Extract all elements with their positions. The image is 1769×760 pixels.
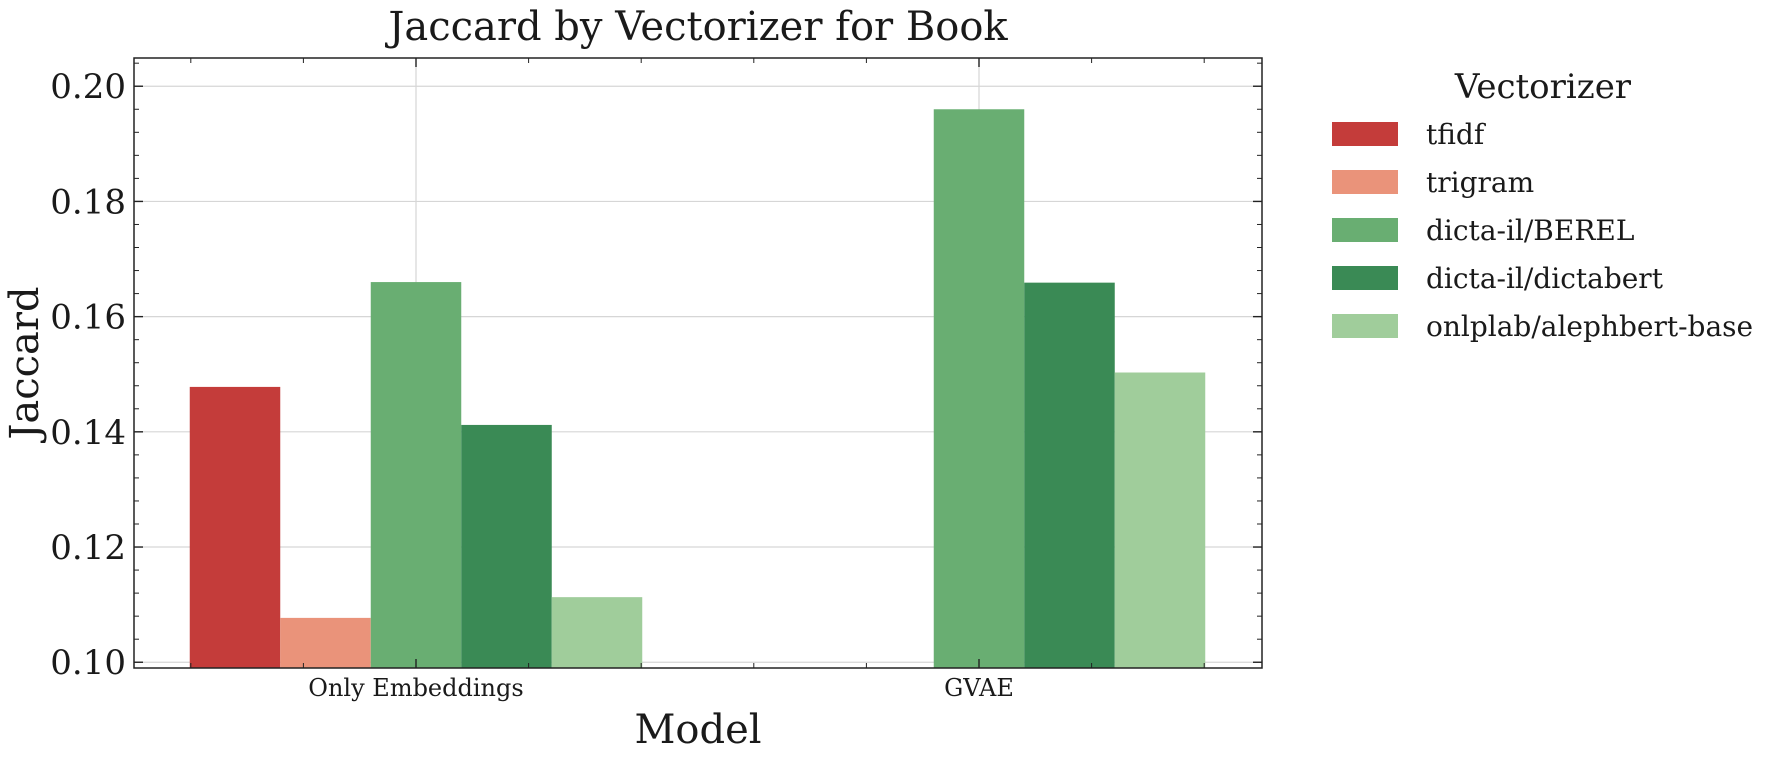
bars xyxy=(189,109,1206,669)
legend-swatch xyxy=(1332,314,1398,338)
bar xyxy=(933,109,1025,669)
bar xyxy=(370,282,462,668)
y-tick-label: 0.20 xyxy=(50,67,126,107)
y-tick-label: 0.14 xyxy=(50,413,126,453)
legend-entry-label: onlplab/alephbert-base xyxy=(1426,310,1753,343)
ticks xyxy=(134,58,1262,668)
legend-entry-label: trigram xyxy=(1426,166,1534,199)
y-tick-label: 0.18 xyxy=(50,182,126,222)
legend-swatch xyxy=(1332,170,1398,194)
legend-entry-label: dicta-il/dictabert xyxy=(1426,262,1664,295)
y-axis-label: Jaccard xyxy=(2,286,48,443)
legend-swatch xyxy=(1332,122,1398,146)
y-tick-label: 0.12 xyxy=(50,528,126,568)
bar xyxy=(1114,372,1206,668)
bar xyxy=(1024,282,1115,668)
y-tick-label: 0.16 xyxy=(50,298,126,338)
bar xyxy=(189,386,281,668)
legend-swatch xyxy=(1332,218,1398,242)
y-tick-label: 0.10 xyxy=(50,643,126,683)
legend: Vectorizer tfidf trigram dicta-il/BEREL dic… xyxy=(1332,67,1753,343)
x-tick-label: Only Embeddings xyxy=(308,674,523,702)
plot-frame xyxy=(133,57,1263,669)
bar xyxy=(551,597,643,668)
x-tick-label: GVAE xyxy=(944,674,1014,702)
x-axis-label: Model xyxy=(634,707,761,753)
legend-title: Vectorizer xyxy=(1454,67,1632,107)
legend-swatch xyxy=(1332,266,1398,290)
bar xyxy=(461,424,552,668)
legend-entry-label: tfidf xyxy=(1426,118,1487,151)
chart-title: Jaccard by Vectorizer for Book xyxy=(384,4,1008,50)
legend-entry-label: dicta-il/BEREL xyxy=(1426,214,1634,247)
bar xyxy=(280,617,371,668)
